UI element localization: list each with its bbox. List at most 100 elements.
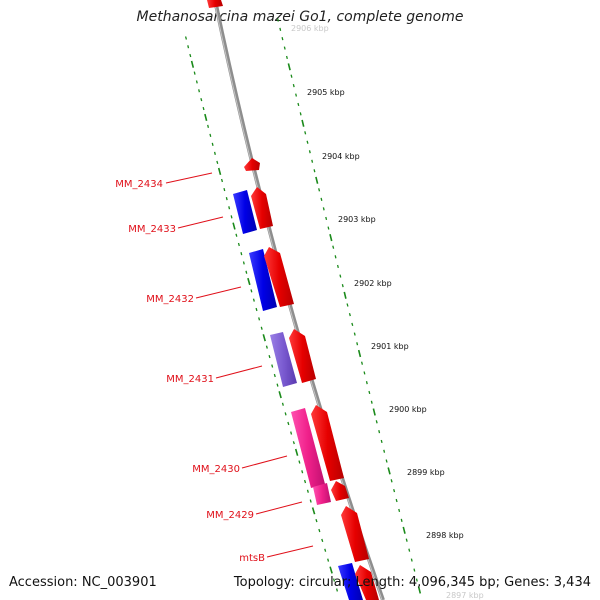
kbp-label-2903: 2903 kbp <box>338 215 376 224</box>
minor-tick <box>295 93 298 97</box>
kbp-label-2906: 2906 kbp <box>291 24 329 33</box>
gene-label-mm2434: MM_2434 <box>115 179 163 190</box>
gene-bottom-forward[interactable] <box>355 565 379 600</box>
gene-top-forward[interactable] <box>207 0 223 8</box>
minor-tick <box>400 518 403 522</box>
minor-tick <box>370 400 373 404</box>
gene-mm2433-forward[interactable] <box>251 187 273 229</box>
major-tick <box>343 291 347 299</box>
minor-tick <box>271 364 274 368</box>
minor-tick <box>334 255 337 259</box>
accession-text: Accession: NC_003901 <box>9 575 157 590</box>
minor-tick <box>332 578 336 582</box>
minor-tick <box>242 261 245 265</box>
minor-tick <box>332 245 335 249</box>
gene-mm2433-reverse[interactable] <box>233 190 257 234</box>
kbp-label-2902: 2902 kbp <box>354 279 392 288</box>
gene-mm2429-reverse[interactable] <box>313 483 331 505</box>
minor-tick <box>311 159 314 163</box>
gene-mm2431-forward[interactable] <box>289 329 316 383</box>
minor-tick <box>348 313 351 317</box>
major-tick <box>301 119 305 127</box>
major-tick <box>357 349 362 358</box>
gene-mtsb-forward[interactable] <box>341 506 369 562</box>
minor-tick <box>306 140 309 144</box>
minor-tick <box>309 499 312 503</box>
major-tick <box>372 408 376 416</box>
leader-mm2430 <box>241 455 288 469</box>
leader-mm2432 <box>195 286 242 299</box>
gene-mm2432-forward[interactable] <box>264 247 294 307</box>
gene-bottom-reverse[interactable] <box>338 563 363 600</box>
minor-tick <box>303 479 307 484</box>
major-tick <box>204 113 208 121</box>
minor-tick <box>383 449 386 453</box>
gene-label-mm2430: MM_2430 <box>192 464 240 475</box>
gene-label-mm2429: MM_2429 <box>206 510 254 521</box>
minor-tick <box>207 124 210 128</box>
minor-tick <box>281 402 284 406</box>
gene-mm2430-reverse[interactable] <box>291 408 325 488</box>
kbp-label-2900: 2900 kbp <box>389 405 427 414</box>
leader-mm2434 <box>165 172 213 184</box>
leader-mm2431 <box>215 365 263 379</box>
minor-tick <box>198 89 201 93</box>
major-tick <box>311 507 316 515</box>
minor-tick <box>292 441 295 445</box>
minor-tick <box>283 46 286 50</box>
minor-tick <box>189 53 192 58</box>
minor-tick <box>299 112 302 116</box>
minor-tick <box>320 197 323 201</box>
minor-tick <box>405 538 408 542</box>
minor-tick <box>410 558 413 562</box>
gene-label-mm2433: MM_2433 <box>128 224 176 235</box>
minor-tick <box>250 289 253 293</box>
minor-tick <box>368 390 371 395</box>
gene-mm2429-forward[interactable] <box>331 481 349 501</box>
kbp-label-2898: 2898 kbp <box>426 531 464 540</box>
minor-tick <box>292 83 295 88</box>
minor-tick <box>209 133 212 137</box>
major-tick <box>262 334 266 342</box>
minor-tick <box>398 508 401 513</box>
gene-mm2434-forward[interactable] <box>244 158 260 171</box>
minor-tick <box>335 588 339 592</box>
minor-tick <box>315 519 318 523</box>
minor-tick <box>276 383 279 387</box>
minor-tick <box>265 345 268 349</box>
minor-tick <box>324 548 327 552</box>
minor-tick <box>298 460 301 464</box>
major-tick <box>329 234 333 242</box>
gene-mm2432-reverse[interactable] <box>249 249 277 311</box>
minor-tick <box>245 270 248 274</box>
minor-tick <box>237 242 240 247</box>
major-tick <box>387 467 391 475</box>
gene-mm2431-reverse[interactable] <box>270 332 297 387</box>
minor-tick <box>279 27 282 31</box>
gene-mm2430-forward[interactable] <box>311 405 344 481</box>
major-tick <box>402 526 406 534</box>
minor-tick <box>277 18 279 22</box>
kbp-label-2905: 2905 kbp <box>307 88 345 97</box>
minor-tick <box>200 98 203 102</box>
minor-tick <box>378 430 381 434</box>
minor-tick <box>281 37 284 41</box>
topology-text: Topology: circular; Length: 4,096,345 bp… <box>233 575 591 590</box>
minor-tick <box>363 371 366 375</box>
minor-tick <box>202 106 205 111</box>
minor-tick <box>351 322 354 326</box>
minor-tick <box>258 317 261 321</box>
outer-tick-track <box>277 18 422 594</box>
minor-tick <box>230 215 233 219</box>
minor-tick <box>255 307 258 312</box>
major-tick <box>294 448 299 456</box>
minor-tick <box>336 264 339 269</box>
minor-tick <box>327 558 330 562</box>
minor-tick <box>273 373 276 378</box>
kbp-label-2904: 2904 kbp <box>322 152 360 161</box>
leader-mm2433 <box>177 216 224 229</box>
major-tick <box>232 222 236 230</box>
minor-tick <box>339 274 342 278</box>
minor-tick <box>408 548 411 552</box>
